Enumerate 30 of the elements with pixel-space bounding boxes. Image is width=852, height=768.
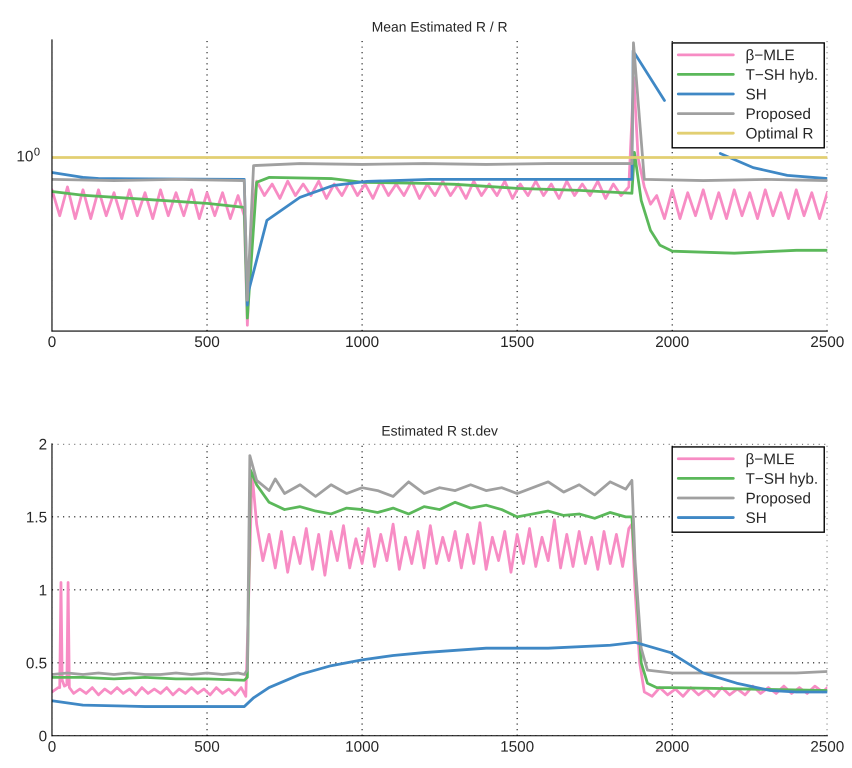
legend-label: T−SH hyb. <box>746 68 817 83</box>
legend-label: SH <box>746 88 766 100</box>
x-tick-label: 0 <box>48 741 56 752</box>
x-tick-label: 2000 <box>656 741 689 752</box>
x-tick-label: 500 <box>194 336 220 348</box>
y-tick-label: 0 <box>39 730 47 742</box>
legend-label: SH <box>746 512 766 524</box>
x-tick-label: 2500 <box>811 741 844 752</box>
y-tick-label: 1.5 <box>27 512 46 523</box>
annotation: 10$^{0}$ <box>18 148 40 162</box>
x-tick-label: 500 <box>194 741 220 752</box>
legend-label: Proposed <box>746 108 810 122</box>
chart-title: Estimated R st.dev <box>382 426 498 436</box>
y-tick-label: 0.5 <box>26 658 46 668</box>
x-tick-label: 1500 <box>501 336 534 348</box>
x-tick-label: 1000 <box>346 741 378 752</box>
y-tick-label: 2 <box>39 438 46 450</box>
legend-label: β−MLE <box>746 49 794 64</box>
x-tick-label: 2000 <box>656 336 689 348</box>
x-tick-label: 0 <box>48 336 56 348</box>
legend-label: β−MLE <box>746 453 794 468</box>
x-tick-label: 1000 <box>346 336 378 348</box>
legend-label: T−SH hyb. <box>746 472 817 487</box>
legend-label: Optimal R <box>746 127 813 142</box>
legend-label: Proposed <box>746 492 810 506</box>
y-tick-label: 1 <box>40 584 46 596</box>
x-tick-label: 1500 <box>501 741 534 752</box>
x-tick-label: 2500 <box>811 336 844 348</box>
chart-title: Mean Estimated R / R <box>372 22 507 32</box>
line-series <box>52 640 828 708</box>
